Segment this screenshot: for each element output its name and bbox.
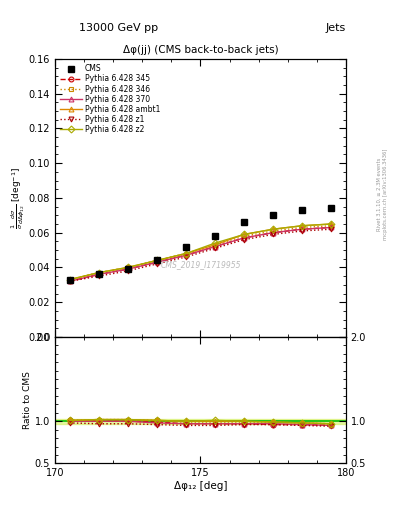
Pythia 6.428 ambt1: [154, 258, 159, 264]
Pythia 6.428 z2: [67, 276, 72, 283]
Pythia 6.428 370: [213, 244, 217, 250]
Pythia 6.428 345: [271, 229, 275, 236]
Text: Rivet 3.1.10, ≥ 2.3M events: Rivet 3.1.10, ≥ 2.3M events: [377, 158, 382, 231]
Pythia 6.428 z1: [271, 231, 275, 238]
Text: 13000 GeV pp: 13000 GeV pp: [79, 23, 158, 33]
Bar: [55, 419, 346, 424]
Pythia 6.428 ambt1: [300, 223, 305, 229]
Line: Pythia 6.428 345: Pythia 6.428 345: [67, 225, 334, 284]
Text: mcplots.cern.ch [arXiv:1306.3436]: mcplots.cern.ch [arXiv:1306.3436]: [383, 149, 387, 240]
Pythia 6.428 z1: [67, 279, 72, 285]
Y-axis label: Ratio to CMS: Ratio to CMS: [23, 371, 32, 429]
Pythia 6.428 346: [213, 242, 217, 248]
Pythia 6.428 370: [96, 271, 101, 278]
Pythia 6.428 z2: [300, 223, 305, 229]
Pythia 6.428 370: [125, 266, 130, 272]
Pythia 6.428 346: [96, 270, 101, 276]
Pythia 6.428 z2: [271, 226, 275, 232]
Pythia 6.428 ambt1: [67, 276, 72, 283]
Pythia 6.428 346: [67, 276, 72, 283]
CMS: [300, 207, 305, 213]
Line: Pythia 6.428 ambt1: Pythia 6.428 ambt1: [67, 222, 334, 282]
Pythia 6.428 z2: [96, 270, 101, 276]
Line: CMS: CMS: [66, 205, 335, 283]
Line: Pythia 6.428 z1: Pythia 6.428 z1: [67, 227, 334, 284]
Pythia 6.428 370: [184, 252, 188, 259]
Pythia 6.428 ambt1: [213, 242, 217, 248]
Line: Pythia 6.428 346: Pythia 6.428 346: [67, 223, 334, 282]
Pythia 6.428 370: [329, 224, 334, 230]
Pythia 6.428 ambt1: [184, 250, 188, 257]
Pythia 6.428 z2: [213, 240, 217, 246]
Pythia 6.428 345: [67, 279, 72, 285]
Pythia 6.428 370: [67, 279, 72, 285]
Pythia 6.428 z2: [125, 264, 130, 270]
Pythia 6.428 z1: [300, 228, 305, 234]
Pythia 6.428 ambt1: [96, 270, 101, 276]
Y-axis label: $\frac{1}{\sigma}\frac{d\sigma}{d\Delta\phi_{12}}$ [deg$^{-1}$]: $\frac{1}{\sigma}\frac{d\sigma}{d\Delta\…: [10, 167, 27, 229]
Pythia 6.428 z2: [329, 221, 334, 227]
Pythia 6.428 ambt1: [271, 226, 275, 232]
Pythia 6.428 ambt1: [242, 231, 246, 238]
CMS: [271, 212, 275, 219]
Pythia 6.428 ambt1: [329, 221, 334, 227]
Pythia 6.428 346: [271, 228, 275, 234]
CMS: [125, 266, 130, 272]
Pythia 6.428 346: [154, 258, 159, 264]
CMS: [329, 205, 334, 211]
Pythia 6.428 z1: [96, 273, 101, 279]
Pythia 6.428 370: [154, 259, 159, 265]
Pythia 6.428 370: [242, 235, 246, 241]
Pythia 6.428 345: [242, 235, 246, 241]
Line: Pythia 6.428 370: Pythia 6.428 370: [67, 225, 334, 284]
Text: CMS_2019_I1719955: CMS_2019_I1719955: [160, 260, 241, 269]
Pythia 6.428 370: [271, 229, 275, 236]
CMS: [184, 244, 188, 250]
Pythia 6.428 345: [154, 259, 159, 265]
CMS: [67, 276, 72, 283]
Line: Pythia 6.428 z2: Pythia 6.428 z2: [67, 222, 334, 282]
Pythia 6.428 345: [213, 244, 217, 250]
Pythia 6.428 346: [184, 250, 188, 257]
CMS: [242, 219, 246, 225]
Pythia 6.428 z2: [154, 258, 159, 264]
CMS: [96, 271, 101, 278]
Pythia 6.428 z1: [329, 226, 334, 232]
Pythia 6.428 z1: [184, 254, 188, 260]
Title: Δφ(jj) (CMS back-to-back jets): Δφ(jj) (CMS back-to-back jets): [123, 46, 278, 55]
Pythia 6.428 346: [242, 233, 246, 239]
Pythia 6.428 z1: [154, 261, 159, 267]
Legend: CMS, Pythia 6.428 345, Pythia 6.428 346, Pythia 6.428 370, Pythia 6.428 ambt1, P: CMS, Pythia 6.428 345, Pythia 6.428 346,…: [57, 61, 163, 137]
Pythia 6.428 345: [329, 224, 334, 230]
Pythia 6.428 346: [300, 224, 305, 230]
Pythia 6.428 346: [125, 264, 130, 270]
Pythia 6.428 345: [96, 271, 101, 278]
Pythia 6.428 z2: [242, 231, 246, 238]
Pythia 6.428 346: [329, 223, 334, 229]
Pythia 6.428 z1: [125, 268, 130, 274]
Pythia 6.428 z2: [184, 250, 188, 257]
Pythia 6.428 ambt1: [125, 264, 130, 270]
Pythia 6.428 345: [125, 266, 130, 272]
Pythia 6.428 z1: [213, 245, 217, 251]
Pythia 6.428 z1: [242, 237, 246, 243]
X-axis label: Δφ₁₂ [deg]: Δφ₁₂ [deg]: [174, 481, 227, 491]
Text: Jets: Jets: [325, 23, 346, 33]
CMS: [213, 233, 217, 239]
Pythia 6.428 345: [300, 226, 305, 232]
CMS: [154, 258, 159, 264]
Pythia 6.428 370: [300, 226, 305, 232]
Pythia 6.428 345: [184, 252, 188, 259]
